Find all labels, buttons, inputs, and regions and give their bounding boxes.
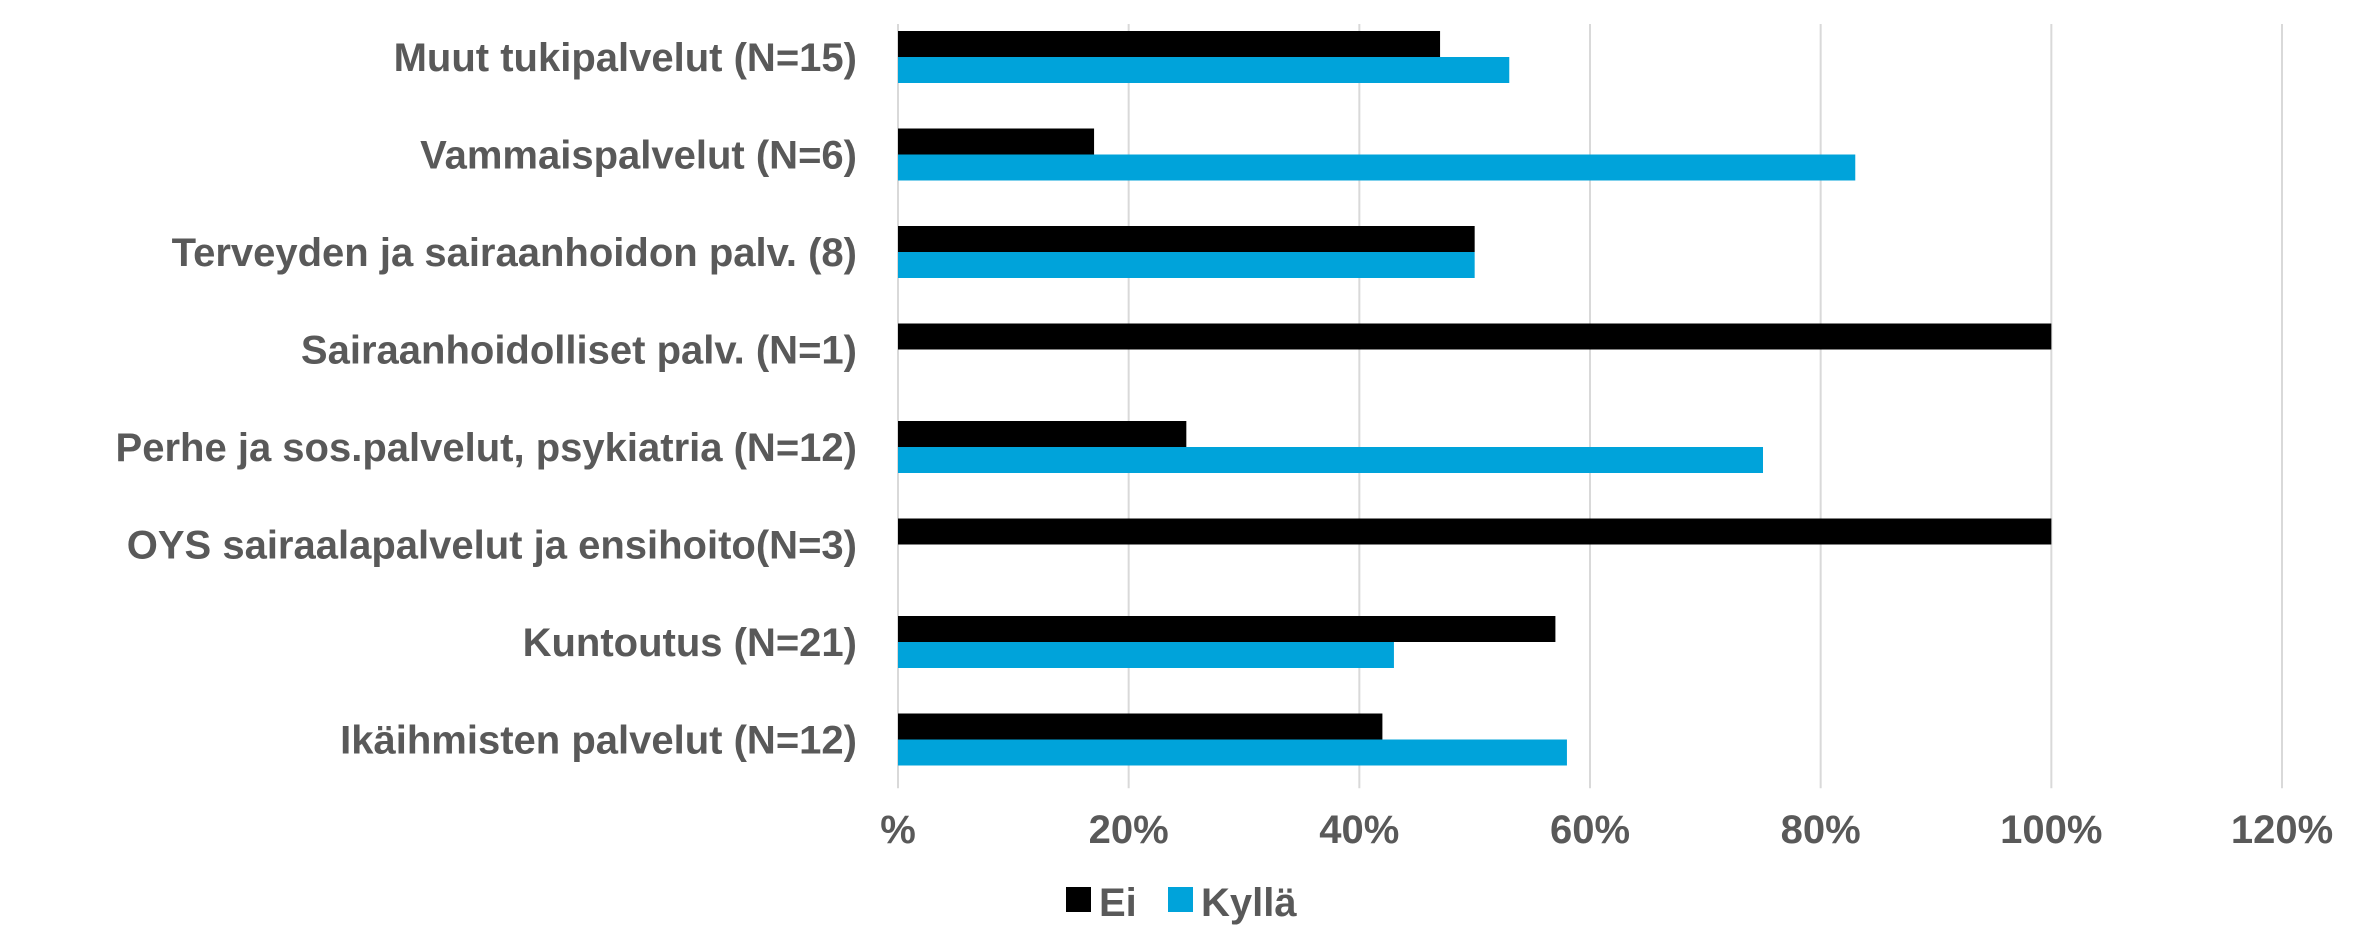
bar-ei	[898, 226, 1475, 252]
bar-kyll-	[898, 57, 1510, 83]
bar-kyll-	[898, 642, 1394, 668]
bar-ei	[898, 616, 1556, 642]
bars	[898, 31, 2052, 766]
bar-kyll-	[898, 739, 1567, 766]
bar-kyll-	[898, 252, 1475, 278]
gridlines	[897, 24, 2283, 789]
category-label: Vammaispalvelut (N=6)	[420, 134, 857, 178]
x-axis-tick-labels: % 20% 40% 60% 80% 100% 120%	[880, 808, 2333, 852]
category-label: Sairaanhoidolliset palv. (N=1)	[301, 329, 857, 373]
legend: Ei Kyllä	[1066, 881, 1297, 925]
legend-label: Kyllä	[1201, 881, 1297, 925]
x-tick-label: 40%	[1319, 808, 1399, 852]
x-tick-label: 120%	[2231, 808, 2333, 852]
x-tick-label: %	[880, 808, 916, 852]
x-tick-label: 100%	[2000, 808, 2102, 852]
bar-ei	[898, 323, 2052, 350]
x-tick-label: 20%	[1089, 808, 1169, 852]
category-label: OYS sairaalapalvelut ja ensihoito(N=3)	[127, 524, 857, 568]
bar-ei	[898, 421, 1187, 447]
legend-label: Ei	[1099, 881, 1137, 925]
category-label: Muut tukipalvelut (N=15)	[394, 36, 857, 80]
bar-kyll-	[898, 154, 1856, 181]
category-label: Ikäihmisten palvelut (N=12)	[340, 719, 857, 763]
bar-kyll-	[898, 447, 1763, 473]
bar-ei	[898, 518, 2052, 545]
x-tick-label: 80%	[1781, 808, 1861, 852]
bar-ei	[898, 31, 1441, 57]
legend-swatch	[1066, 887, 1091, 912]
legend-swatch	[1168, 887, 1193, 912]
bar-ei	[898, 128, 1095, 155]
bar-ei	[898, 713, 1383, 740]
category-label: Kuntoutus (N=21)	[523, 621, 857, 665]
category-labels: Muut tukipalvelut (N=15) Vammaispalvelut …	[116, 36, 857, 763]
category-label: Perhe ja sos.palvelut, psykiatria (N=12)	[116, 426, 857, 470]
category-label: Terveyden ja sairaanhoidon palv. (8)	[172, 231, 857, 275]
x-tick-label: 60%	[1550, 808, 1630, 852]
